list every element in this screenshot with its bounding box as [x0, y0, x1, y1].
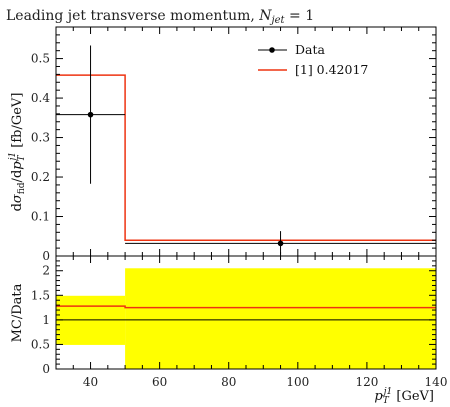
main-y-tick-label: 0.2 [31, 170, 50, 184]
x-tick-label: 60 [152, 375, 167, 389]
legend-entry-mc: [1] 0.42017 [258, 62, 368, 77]
ratio-y-tick-label: 1.5 [31, 288, 50, 302]
data-point-1 [56, 45, 126, 184]
ratio-y-tick-label: 0.5 [31, 337, 50, 351]
x-axis-label: pTj1 [GeV] [374, 387, 434, 406]
data-point-marker [87, 111, 94, 118]
main-y-tick-label: 0.3 [31, 131, 50, 145]
mc-histogram-line [56, 74, 436, 241]
legend-data-label: Data [295, 42, 325, 57]
x-tick-label: 80 [221, 375, 236, 389]
x-tick-label: 120 [355, 375, 378, 389]
ratio-y-tick-label: 2 [42, 264, 50, 278]
main-data-layer [56, 45, 436, 255]
ratio-mc-line [56, 305, 436, 309]
ratio-plot-panel: 0 0.5 1 1.5 2 40 60 80 100 120 140 [31, 255, 448, 389]
main-axis-ticks: 0 0.1 0.2 0.3 0.4 0.5 [31, 27, 437, 263]
main-plot-panel: 0 0.1 0.2 0.3 0.4 0.5 [31, 26, 437, 263]
data-point-2 [125, 231, 436, 255]
x-tick-label: 40 [83, 375, 98, 389]
ratio-axis-ticks: 0 0.5 1 1.5 2 40 60 80 100 120 140 [31, 256, 448, 389]
ratio-y-axis-label: MC/Data [10, 283, 25, 342]
data-point-marker [277, 240, 284, 247]
main-y-tick-label: 0.5 [31, 52, 50, 66]
ratio-plot-frame [55, 255, 437, 370]
x-tick-label: 140 [425, 375, 448, 389]
legend: Data [1] 0.42017 [258, 42, 368, 77]
legend-mc-label: [1] 0.42017 [295, 62, 368, 77]
uncertainty-band-bin-2 [125, 268, 436, 369]
chart-title: Leading jet transverse momentum, Njet = … [6, 8, 314, 26]
ratio-y-tick-label: 1 [42, 313, 50, 327]
ratio-data-layer [56, 268, 436, 369]
ratio-y-tick-label: 0 [42, 362, 50, 376]
main-plot-frame [55, 26, 437, 257]
main-y-tick-label: 0 [42, 249, 50, 263]
legend-entry-data: Data [258, 42, 325, 57]
main-y-axis-label: dσfid/dpTj1 [fb/GeV] [8, 93, 27, 212]
main-y-tick-label: 0.1 [31, 210, 50, 224]
legend-data-marker-point [269, 47, 275, 53]
main-y-tick-label: 0.4 [31, 91, 50, 105]
x-tick-label: 100 [286, 375, 309, 389]
